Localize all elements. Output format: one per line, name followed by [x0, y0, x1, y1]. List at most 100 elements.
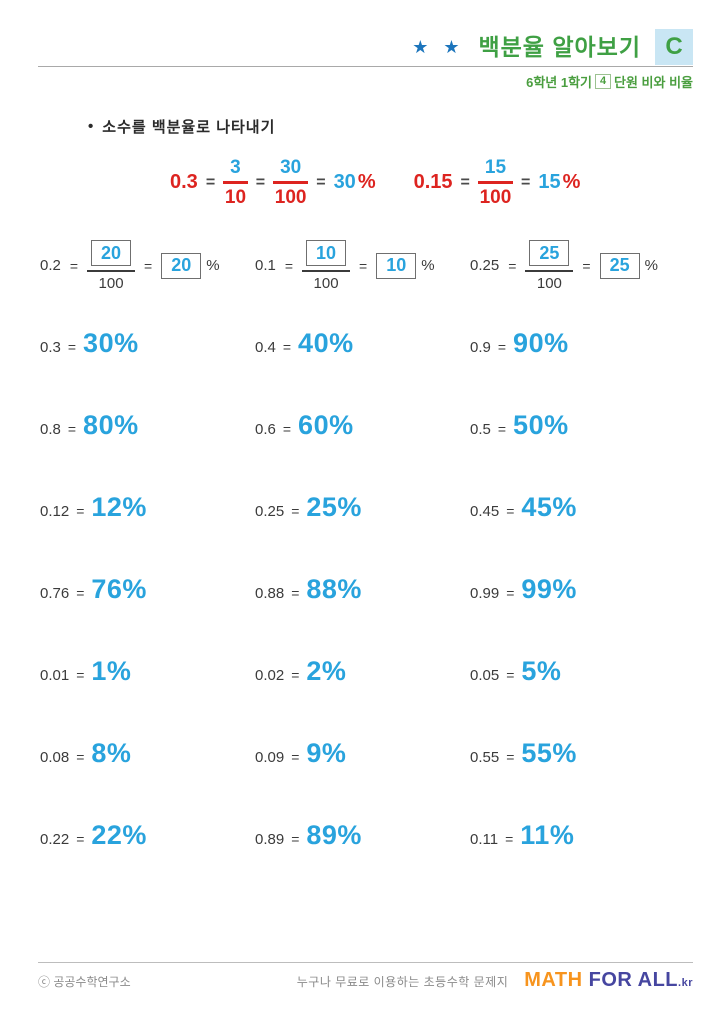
problem-decimal: 0.99 — [470, 585, 500, 602]
header-divider — [38, 66, 693, 67]
equals-sign: = — [316, 173, 326, 191]
equals-sign: = — [76, 503, 85, 519]
equals-sign: = — [508, 257, 517, 274]
fraction: 20 100 — [87, 240, 136, 291]
fillin-problem: 0.1 = 10 100 = 10 % — [255, 240, 470, 291]
equals-sign: = — [282, 339, 292, 355]
equals-sign: = — [291, 667, 300, 683]
equals-sign: = — [506, 585, 515, 601]
equals-sign: = — [255, 173, 266, 191]
problem-decimal: 0.22 — [40, 831, 70, 848]
problem-item: 0.9 = 90% — [470, 330, 685, 412]
problem-answer: 76% — [91, 574, 147, 604]
problem-answer: 89% — [306, 820, 362, 850]
bullet-icon: • — [88, 118, 95, 135]
problem-answer: 60% — [298, 410, 354, 440]
equals-sign: = — [506, 749, 515, 765]
percent-answer-box[interactable]: 25 — [599, 252, 640, 279]
fillin-problem: 0.2 = 20 100 = 20 % — [40, 240, 255, 291]
fraction-denominator: 100 — [536, 275, 562, 292]
equals-sign: = — [144, 257, 153, 274]
percent-sign: % — [421, 257, 435, 274]
logo-tld: .kr — [678, 977, 693, 989]
equals-sign: = — [359, 257, 368, 274]
problem-item: 0.01 = 1% — [40, 658, 255, 740]
equals-sign: = — [76, 585, 85, 601]
problem-answer: 90% — [513, 328, 569, 358]
problem-item: 0.08 = 8% — [40, 740, 255, 822]
problem-answer: 2% — [306, 656, 347, 686]
numerator-answer-box[interactable]: 10 — [306, 240, 347, 266]
equals-sign: = — [505, 831, 514, 847]
problem-answer: 8% — [91, 738, 132, 768]
equals-sign: = — [291, 749, 300, 765]
example-decimal: 0.3 — [170, 171, 198, 193]
level-badge: C — [655, 29, 693, 65]
problem-answer: 40% — [298, 328, 354, 358]
problem-answer: 9% — [306, 738, 347, 768]
worked-examples: 0.3 = 3 10 = 30 100 = 30 % 0.15 = 15 100… — [170, 158, 580, 207]
equals-sign: = — [282, 421, 292, 437]
equals-sign: = — [205, 173, 216, 191]
equals-sign: = — [291, 503, 300, 519]
equals-sign: = — [506, 667, 515, 683]
numerator-answer-box[interactable]: 25 — [529, 240, 570, 266]
numerator-answer-box[interactable]: 20 — [91, 240, 132, 266]
problem-answer: 80% — [83, 410, 139, 440]
problem-item: 0.3 = 30% — [40, 330, 255, 412]
problems-grid: 0.3 = 30% 0.4 = 40% 0.9 = 90% 0.8 = 80% … — [40, 330, 685, 904]
problem-item: 0.4 = 40% — [255, 330, 470, 412]
problem-item: 0.11 = 11% — [470, 822, 685, 904]
equals-sign: = — [76, 831, 85, 847]
equals-sign: = — [291, 585, 300, 601]
problem-answer: 30% — [83, 328, 139, 358]
problem-item: 0.02 = 2% — [255, 658, 470, 740]
problem-decimal: 0.11 — [470, 831, 499, 848]
problem-decimal: 0.09 — [255, 749, 285, 766]
fraction-denominator: 100 — [313, 275, 339, 292]
difficulty-stars-icon: ★ ★ — [412, 37, 465, 57]
problem-item: 0.22 = 22% — [40, 822, 255, 904]
percent-sign: % — [562, 171, 581, 193]
problem-decimal: 0.05 — [470, 667, 500, 684]
problem-answer: 1% — [91, 656, 132, 686]
problem-decimal: 0.25 — [255, 503, 285, 520]
percent-answer-box[interactable]: 10 — [376, 252, 417, 279]
problem-decimal: 0.45 — [470, 503, 500, 520]
example-1: 0.3 = 3 10 = 30 100 = 30 % — [170, 158, 376, 207]
instruction-text: 소수를 백분율로 나타내기 — [102, 119, 276, 136]
percent-answer-box[interactable]: 20 — [161, 252, 202, 279]
problem-decimal: 0.89 — [255, 831, 285, 848]
equals-sign: = — [506, 503, 515, 519]
problem-decimal: 0.02 — [255, 667, 285, 684]
equals-sign: = — [284, 257, 294, 274]
problem-decimal: 0.25 — [470, 257, 500, 274]
footer-divider — [38, 962, 693, 963]
equals-sign: = — [76, 667, 85, 683]
problem-item: 0.12 = 12% — [40, 494, 255, 576]
fraction-numerator: 25 — [525, 240, 574, 272]
instruction: • 소수를 백분율로 나타내기 — [88, 116, 275, 137]
problem-answer: 5% — [521, 656, 562, 686]
problem-answer: 55% — [521, 738, 577, 768]
problem-item: 0.5 = 50% — [470, 412, 685, 494]
equals-sign: = — [582, 257, 591, 274]
percent-sign: % — [357, 171, 376, 193]
problem-item: 0.8 = 80% — [40, 412, 255, 494]
fraction-denominator: 10 — [224, 187, 247, 208]
problem-answer: 25% — [306, 492, 362, 522]
example-fraction: 3 10 — [223, 158, 248, 207]
equals-sign: = — [291, 831, 300, 847]
footer-tagline: 누구나 무료로 이용하는 초등수학 문제지 — [296, 975, 509, 989]
problem-decimal: 0.1 — [255, 257, 276, 274]
header: ★ ★ 백분율 알아보기 C — [412, 29, 693, 65]
problem-decimal: 0.01 — [40, 667, 70, 684]
fraction-numerator: 30 — [273, 158, 309, 184]
equals-sign: = — [460, 173, 470, 191]
example-percent-value: 15 — [538, 171, 561, 193]
problem-item: 0.76 = 76% — [40, 576, 255, 658]
fraction-denominator: 100 — [479, 187, 512, 208]
unit-number-box: 4 — [595, 74, 612, 89]
problem-decimal: 0.12 — [40, 503, 70, 520]
copyright-text: ⓒ 공공수학연구소 — [38, 975, 131, 989]
